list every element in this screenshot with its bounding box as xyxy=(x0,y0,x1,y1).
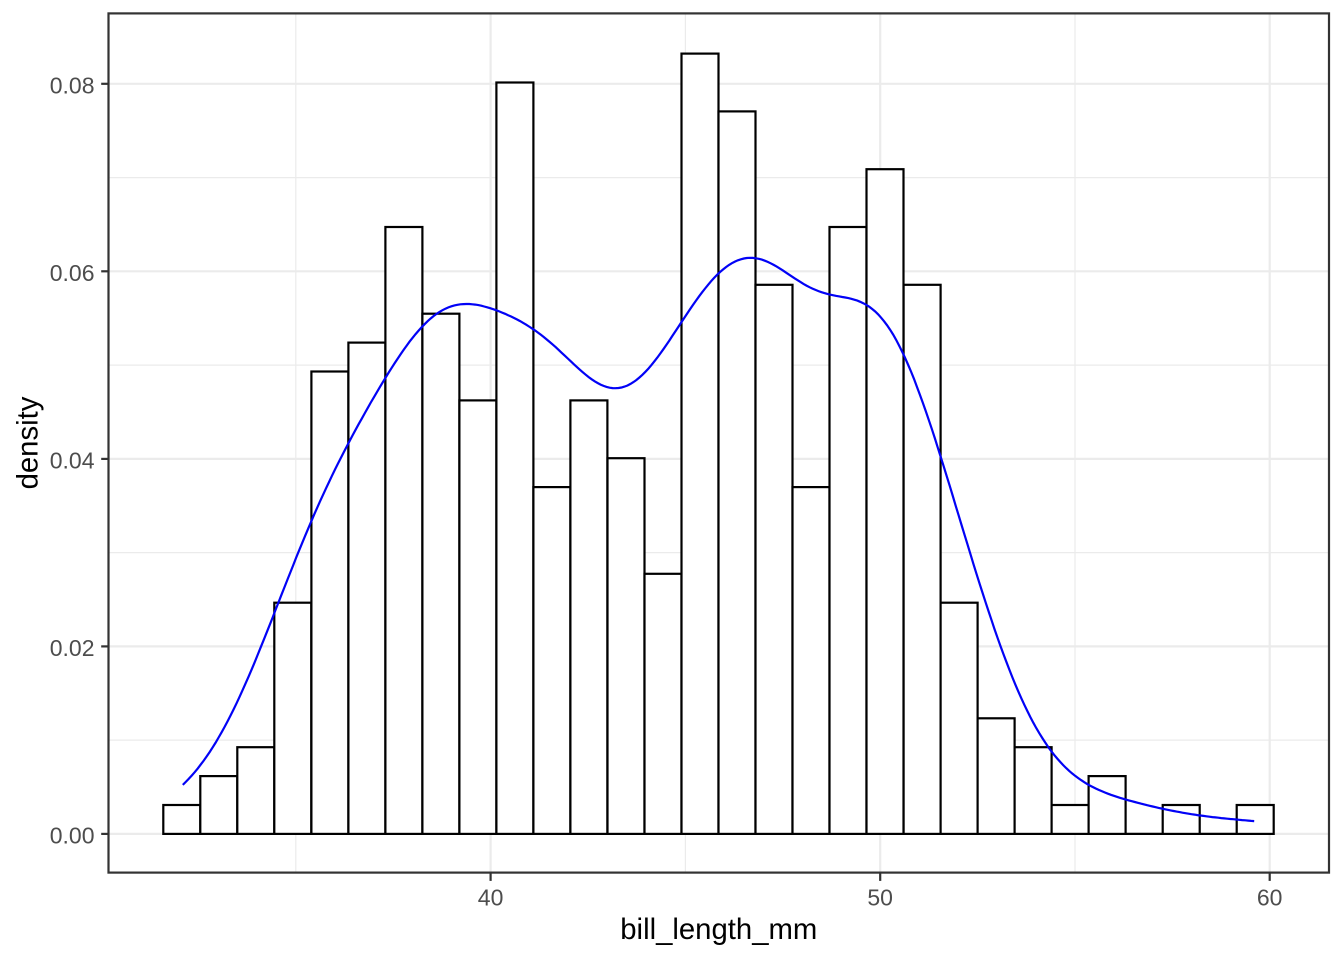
svg-text:40: 40 xyxy=(478,885,504,911)
svg-text:0.02: 0.02 xyxy=(50,635,95,661)
svg-text:0.06: 0.06 xyxy=(50,260,95,286)
svg-text:60: 60 xyxy=(1257,885,1283,911)
svg-text:bill_length_mm: bill_length_mm xyxy=(620,913,817,946)
svg-text:0.04: 0.04 xyxy=(50,448,95,474)
svg-text:0.08: 0.08 xyxy=(50,73,95,99)
svg-text:density: density xyxy=(12,396,45,489)
svg-text:0.00: 0.00 xyxy=(50,823,95,849)
svg-text:50: 50 xyxy=(867,885,893,911)
